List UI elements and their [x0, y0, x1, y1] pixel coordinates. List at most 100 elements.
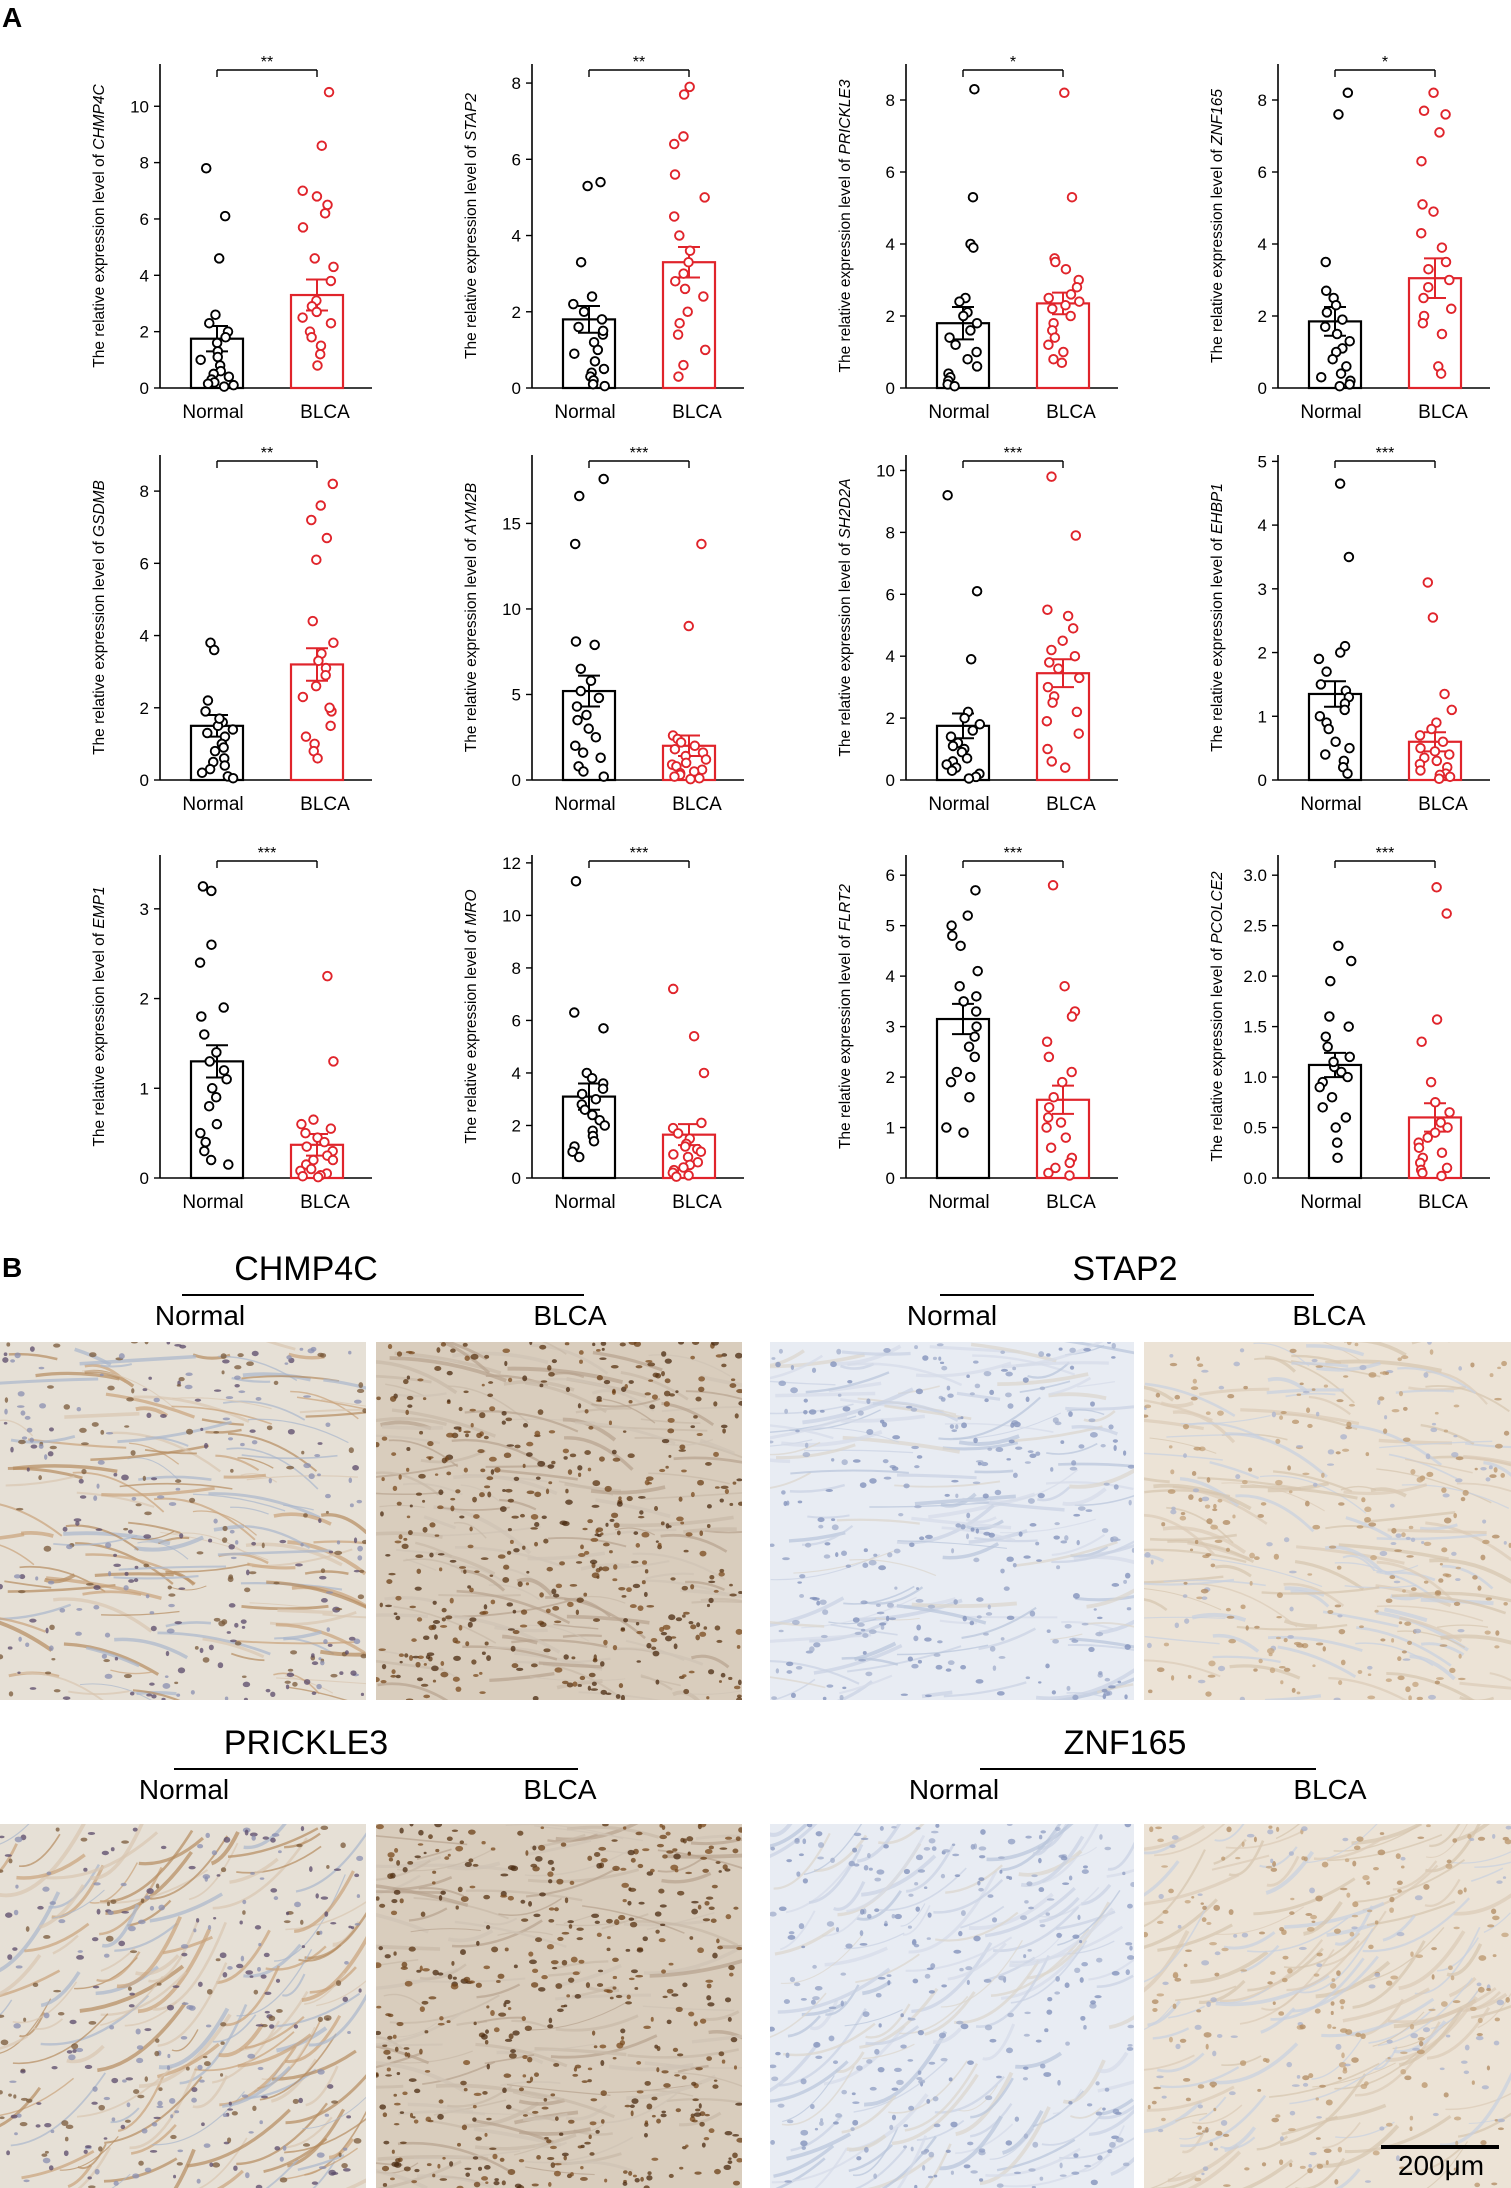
tissue-fiber — [81, 1370, 176, 1409]
tissue-fiber — [1342, 1554, 1376, 1572]
tissue-nucleus — [513, 1548, 520, 1553]
data-point-blca — [1430, 1097, 1441, 1108]
tissue-fiber — [24, 1922, 90, 1953]
tissue-nucleus — [109, 2025, 115, 2030]
tissue-nucleus — [1111, 1583, 1120, 1587]
tissue-nucleus — [665, 1523, 670, 1529]
tissue-fiber — [1239, 1948, 1335, 2025]
tissue-fiber — [172, 1397, 272, 1410]
tissue-nucleus — [162, 1683, 171, 1689]
tissue-nucleus — [811, 1367, 817, 1373]
tissue-nucleus — [1379, 1371, 1385, 1375]
tissue-nucleus — [561, 1680, 569, 1685]
tissue-nucleus — [174, 1681, 179, 1685]
tissue-nucleus — [1192, 1378, 1197, 1384]
tissue-nucleus — [158, 1904, 165, 1911]
tissue-nucleus — [17, 1391, 25, 1397]
tissue-nucleus — [603, 1639, 608, 1646]
tissue-nucleus — [133, 2089, 140, 2095]
tissue-nucleus — [681, 2075, 687, 2080]
tissue-nucleus — [941, 1365, 948, 1371]
data-point-normal — [195, 1127, 206, 1139]
tissue-nucleus — [661, 1351, 667, 1357]
tissue-nucleus — [1501, 1360, 1507, 1367]
tissue-nucleus — [472, 2156, 479, 2160]
y-tick-label: 5 — [1258, 452, 1267, 471]
tissue-fiber — [1242, 2158, 1294, 2188]
data-point-blca — [311, 306, 322, 318]
tissue-fiber — [928, 1492, 1036, 1520]
tissue-nucleus — [387, 2055, 392, 2060]
tissue-nucleus — [208, 1538, 213, 1543]
tissue-nucleus — [727, 2160, 733, 2165]
tissue-nucleus — [20, 2097, 28, 2101]
tissue-fiber — [956, 1391, 1001, 1401]
tissue-nucleus — [706, 1995, 712, 2001]
tissue-fiber — [793, 1550, 894, 1574]
tissue-nucleus — [390, 1674, 397, 1678]
tissue-nucleus — [974, 1383, 981, 1389]
data-point-normal — [578, 766, 589, 777]
data-point-blca — [324, 702, 335, 714]
tissue-nucleus — [271, 1833, 280, 1837]
tissue-fiber — [1387, 1987, 1497, 2024]
tissue-fiber — [113, 1575, 199, 1580]
tissue-nucleus — [615, 1994, 623, 1999]
tissue-nucleus — [1485, 1477, 1491, 1482]
tissue-nucleus — [135, 2028, 141, 2035]
tissue-fiber — [137, 1541, 189, 1560]
tissue-nucleus — [425, 2116, 432, 2122]
data-point-normal — [1334, 478, 1346, 489]
y-axis-label-gene: CHMP4C — [91, 83, 108, 149]
x-tick-label: Normal — [182, 794, 243, 815]
tissue-nucleus — [1330, 1982, 1337, 1989]
tissue-nucleus — [85, 2145, 92, 2149]
tissue-nucleus — [949, 1424, 955, 1429]
tissue-fiber — [1370, 1487, 1407, 1498]
tissue-nucleus — [471, 1659, 477, 1665]
tissue-nucleus — [1171, 1506, 1176, 1511]
y-tick-label: 3 — [1258, 580, 1267, 599]
tissue-nucleus — [1331, 1978, 1336, 1982]
tissue-nucleus — [1051, 1690, 1057, 1695]
tissue-nucleus — [732, 2180, 741, 2186]
tissue-nucleus — [1457, 1677, 1466, 1681]
tissue-nucleus — [576, 1927, 584, 1931]
tissue-nucleus — [17, 1590, 26, 1594]
tissue-nucleus — [1046, 1898, 1055, 1901]
tissue-nucleus — [596, 1395, 602, 1402]
tissue-nucleus — [199, 2079, 205, 2083]
tissue-nucleus — [254, 1925, 262, 1930]
tissue-nucleus — [1223, 2184, 1231, 2187]
tissue-fiber — [1256, 2135, 1289, 2151]
tissue-nucleus — [898, 1513, 904, 1517]
tissue-fiber — [770, 1349, 805, 1368]
tissue-nucleus — [328, 1550, 334, 1554]
data-point-normal — [1342, 1071, 1353, 1083]
data-point-blca — [1441, 908, 1452, 919]
tissue-nucleus — [483, 1965, 491, 1970]
tissue-nucleus — [450, 1983, 459, 1990]
tissue-fiber — [965, 1516, 997, 1524]
tissue-nucleus — [932, 2096, 939, 2102]
tissue-fiber — [496, 2050, 544, 2065]
tissue-nucleus — [196, 1551, 204, 1555]
tissue-fiber — [986, 1824, 1074, 1862]
tissue-nucleus — [1344, 1858, 1350, 1863]
tissue-nucleus — [729, 1972, 734, 1977]
tissue-nucleus — [537, 1409, 544, 1415]
data-point-normal — [578, 306, 590, 318]
tissue-nucleus — [659, 1834, 668, 1840]
x-tick-label: Normal — [928, 1192, 989, 1213]
tissue-nucleus — [874, 2048, 880, 2055]
ihc-image-blca — [1144, 1824, 1511, 2188]
tissue-nucleus — [572, 1971, 580, 1976]
tissue-nucleus — [146, 1888, 154, 1894]
tissue-nucleus — [1395, 1853, 1401, 1860]
tissue-nucleus — [420, 1683, 429, 1687]
tissue-nucleus — [889, 2124, 894, 2130]
data-point-normal — [1317, 1102, 1328, 1113]
tissue-nucleus — [49, 1445, 57, 1450]
tissue-nucleus — [1301, 1856, 1306, 1861]
data-point-blca — [1050, 1162, 1061, 1174]
